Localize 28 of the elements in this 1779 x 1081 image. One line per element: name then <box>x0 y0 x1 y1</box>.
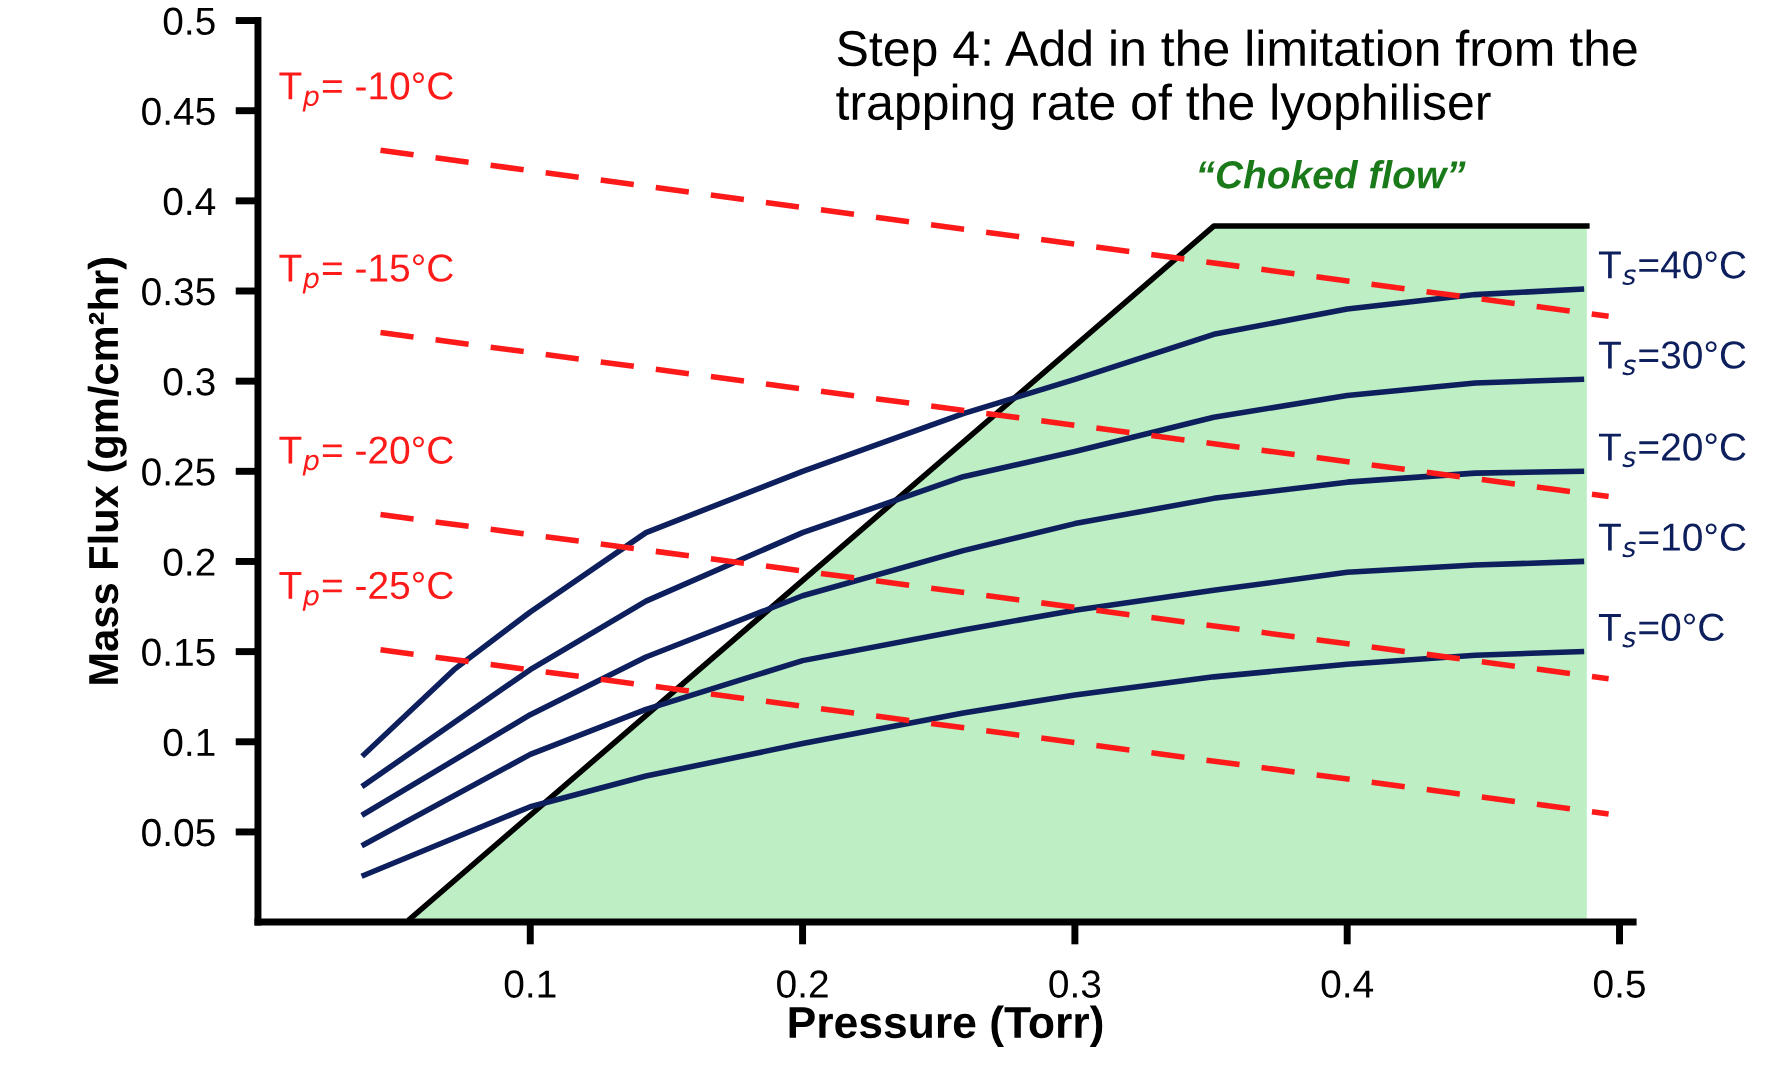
y-tick-label: 0.1 <box>163 728 215 757</box>
y-tick-label: 0.15 <box>142 638 215 667</box>
series-label: T$_{s}$=30°C <box>1598 341 1746 376</box>
y-tick-label: 0.35 <box>142 277 215 306</box>
y-tick-label: 0.05 <box>142 818 215 847</box>
x-tick-label: 0.4 <box>1321 970 1374 998</box>
series-label: T$_{p}$= -20°C <box>279 436 453 476</box>
series-label: T$_{p}$= -10°C <box>279 72 453 112</box>
y-tick-label: 0.45 <box>142 97 215 126</box>
y-tick-label: 0.2 <box>163 548 215 576</box>
x-tick-label: 0.2 <box>777 970 828 998</box>
text: Step 4: Add in the limitation from the trapping rate of the lyophiliser <box>836 29 1637 131</box>
series-label: T$_{p}$= -15°C <box>279 254 453 294</box>
annotation: “Choked flow” <box>1199 160 1466 189</box>
x-tick-label: 0.1 <box>504 970 556 998</box>
y-axis-title: Mass Flux (gm/cm²hr) <box>87 258 127 684</box>
x-tick-label: 0.5 <box>1594 970 1645 998</box>
y-tick-label: 0.5 <box>163 7 215 36</box>
y-tick-label: 0.3 <box>163 368 215 396</box>
y-tick-label: 0.4 <box>163 187 216 216</box>
series-label: T$_{p}$= -25°C <box>279 571 453 611</box>
series-label: T$_{s}$=0°C <box>1598 613 1724 648</box>
series-label: T$_{s}$=40°C <box>1598 251 1746 286</box>
x-axis-title: Pressure (Torr) <box>789 1005 1103 1047</box>
series-label: T$_{s}$=10°C <box>1598 523 1746 558</box>
series-label: T$_{s}$=20°C <box>1598 433 1746 468</box>
y-tick-label: 0.25 <box>142 458 215 486</box>
x-tick-label: 0.3 <box>1049 970 1101 998</box>
